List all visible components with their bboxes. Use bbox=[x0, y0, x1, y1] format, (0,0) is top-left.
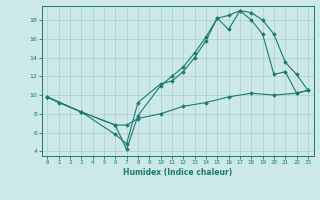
X-axis label: Humidex (Indice chaleur): Humidex (Indice chaleur) bbox=[123, 168, 232, 177]
